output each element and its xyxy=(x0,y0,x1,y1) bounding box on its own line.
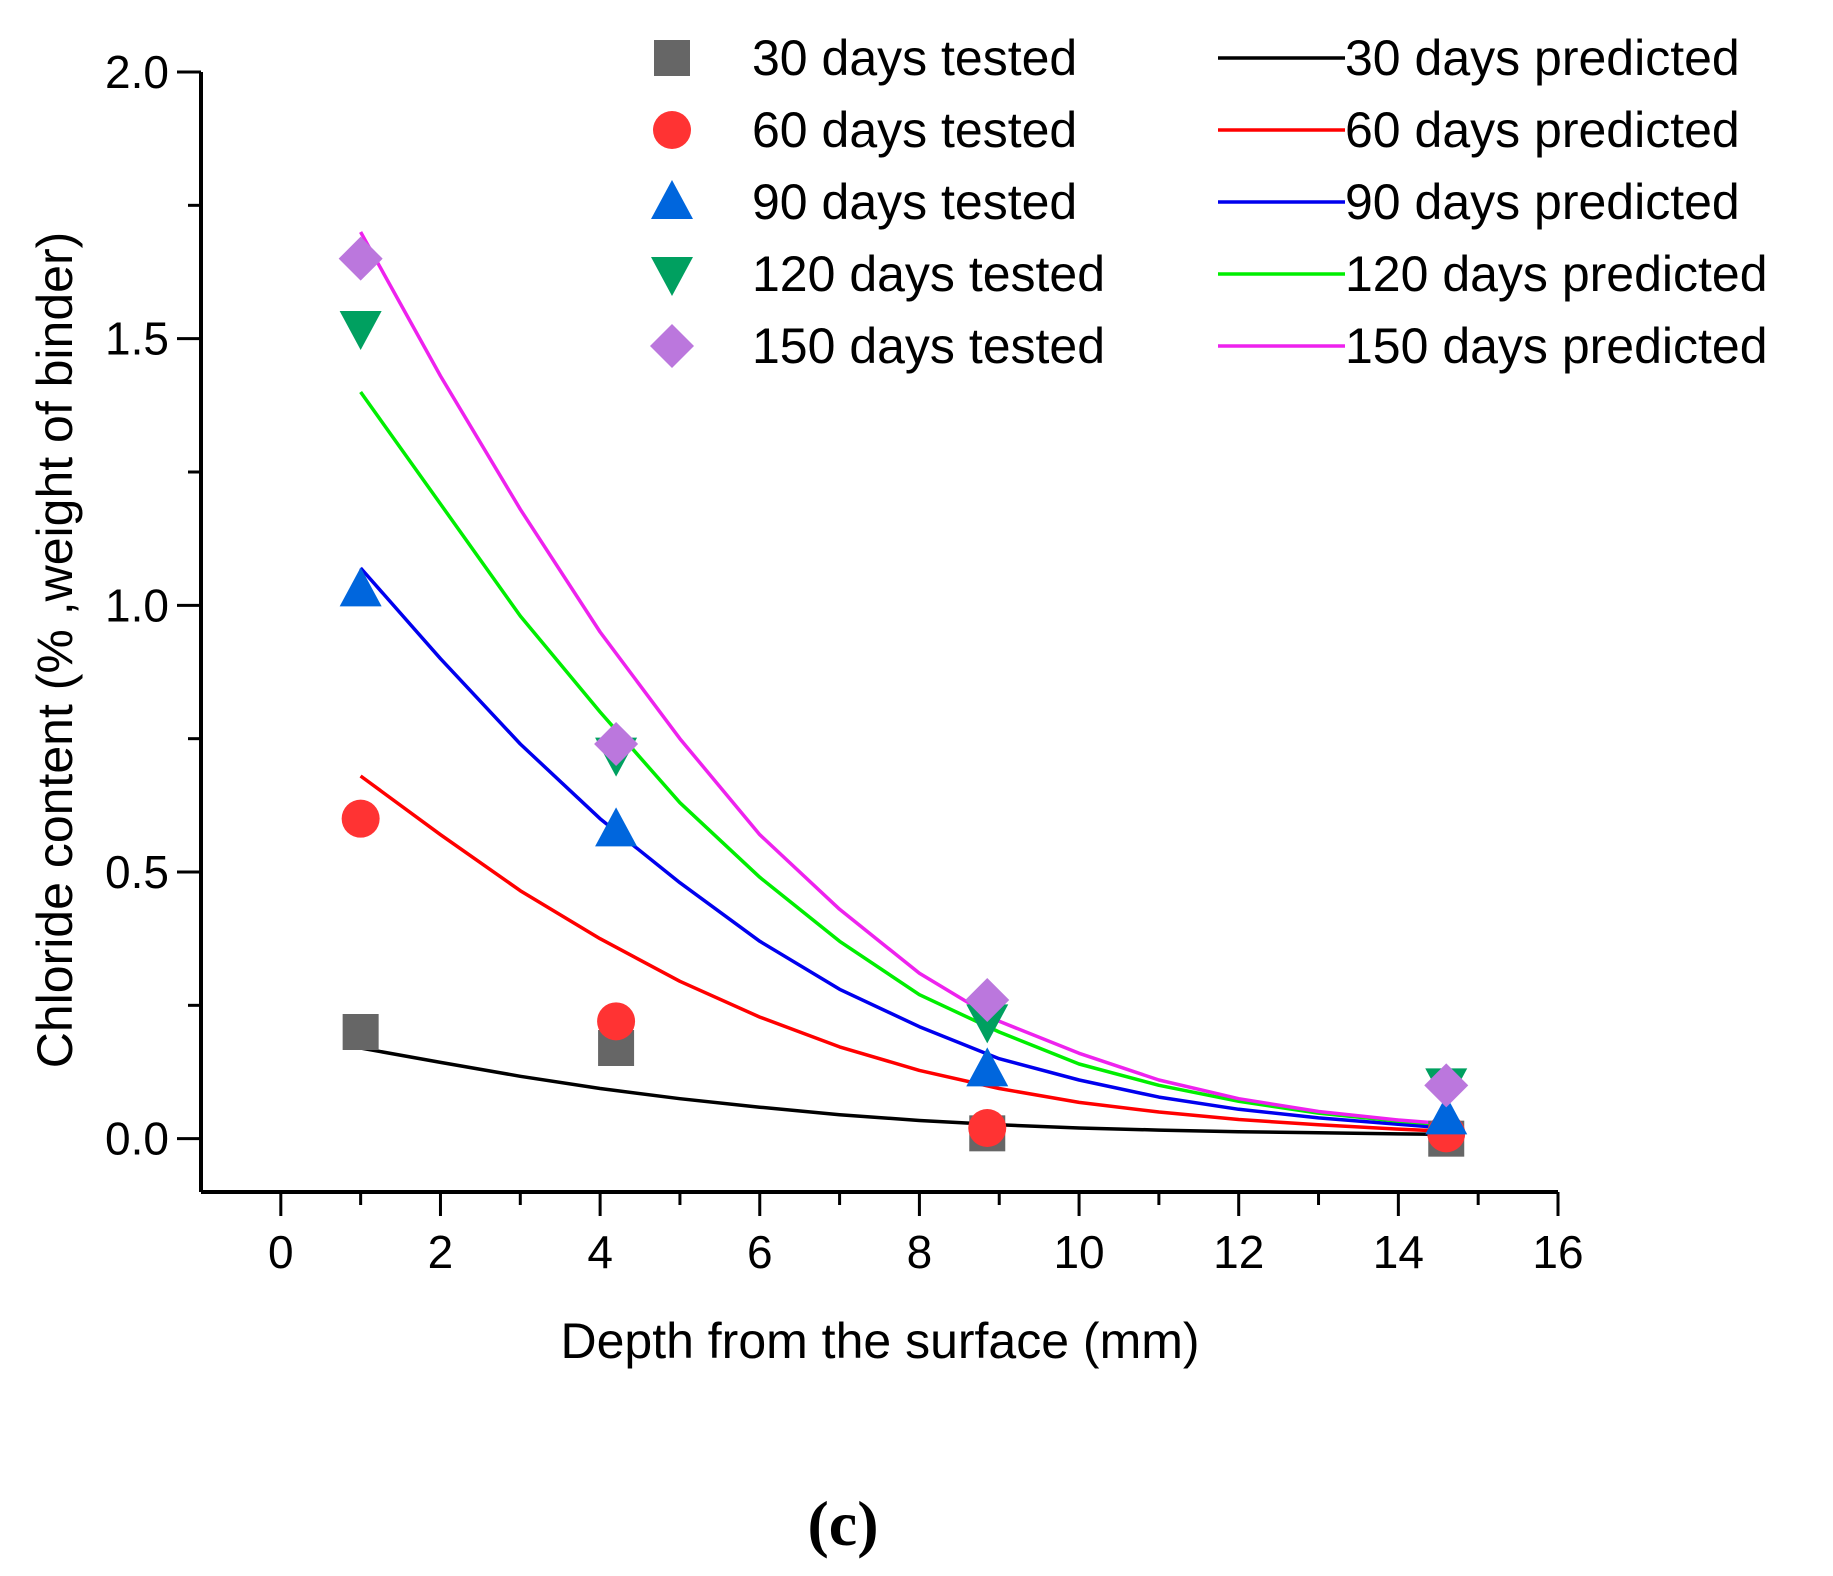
x-tick-label: 16 xyxy=(1532,1226,1583,1278)
x-tick-label: 4 xyxy=(587,1226,613,1278)
tested-point xyxy=(968,1109,1007,1147)
y-tick-label: 0.5 xyxy=(105,846,169,898)
x-tick-label: 10 xyxy=(1053,1226,1104,1278)
y-tick-label: 1.5 xyxy=(105,313,169,365)
tested-point xyxy=(965,978,1010,1022)
x-tick-label: 6 xyxy=(747,1226,773,1278)
legend-marker xyxy=(653,111,691,149)
x-tick-label: 12 xyxy=(1213,1226,1264,1278)
legend-marker xyxy=(651,257,693,296)
tested-point xyxy=(339,311,382,350)
x-tick-label: 2 xyxy=(428,1226,454,1278)
legend-label-tested: 60 days tested xyxy=(752,102,1077,158)
panel-label: (c) xyxy=(807,1488,878,1559)
tested-point xyxy=(966,1004,1009,1044)
legend-label-tested: 30 days tested xyxy=(752,30,1077,86)
legend-label-predicted: 60 days predicted xyxy=(1345,102,1740,158)
tested-point xyxy=(1424,1063,1469,1108)
x-tick-label: 8 xyxy=(907,1226,933,1278)
tested-point xyxy=(597,1002,636,1041)
legend-marker xyxy=(654,40,690,76)
x-tick-label: 14 xyxy=(1373,1226,1424,1278)
legend-label-tested: 120 days tested xyxy=(752,246,1105,302)
legend-label-tested: 150 days tested xyxy=(752,318,1105,374)
x-axis: 0 2 4 6 8 10 12 14 16 xyxy=(268,1192,1584,1278)
predicted-line xyxy=(359,231,1447,1126)
y-tick-label: 0.0 xyxy=(105,1113,169,1165)
legend-label-predicted: 150 days predicted xyxy=(1345,318,1768,374)
y-axis: 0.0 0.5 1.0 1.5 2.0 xyxy=(105,46,201,1165)
plot-frame xyxy=(199,72,1558,1194)
legend-label-tested: 90 days tested xyxy=(752,174,1077,230)
predicted-line xyxy=(359,390,1447,1127)
x-tick-label: 0 xyxy=(268,1226,294,1278)
tested-markers xyxy=(338,236,1469,1157)
predicted-line xyxy=(360,1046,1447,1137)
tested-point xyxy=(1425,1095,1468,1135)
legend-marker xyxy=(651,180,693,219)
legend-label-predicted: 30 days predicted xyxy=(1345,30,1740,86)
tested-point xyxy=(341,799,380,838)
x-axis-title: Depth from the surface (mm) xyxy=(560,1313,1199,1369)
y-tick-label: 2.0 xyxy=(105,46,169,98)
legend-label-predicted: 90 days predicted xyxy=(1345,174,1740,230)
tested-point xyxy=(342,1014,379,1050)
predicted-line xyxy=(359,774,1447,1133)
tested-point xyxy=(966,1047,1009,1087)
legend-marker xyxy=(650,324,694,368)
predicted-curves xyxy=(359,231,1447,1137)
legend: 30 days tested 60 days tested 90 days test… xyxy=(650,30,1768,374)
legend-label-predicted: 120 days predicted xyxy=(1345,246,1768,302)
tested-point xyxy=(339,567,382,607)
y-tick-label: 1.0 xyxy=(105,579,169,631)
predicted-line xyxy=(359,566,1447,1130)
tested-point xyxy=(338,236,383,281)
tested-point xyxy=(594,722,639,766)
tested-point xyxy=(595,807,638,847)
y-axis-title: Chloride content (% ,weight of binder) xyxy=(27,232,83,1069)
